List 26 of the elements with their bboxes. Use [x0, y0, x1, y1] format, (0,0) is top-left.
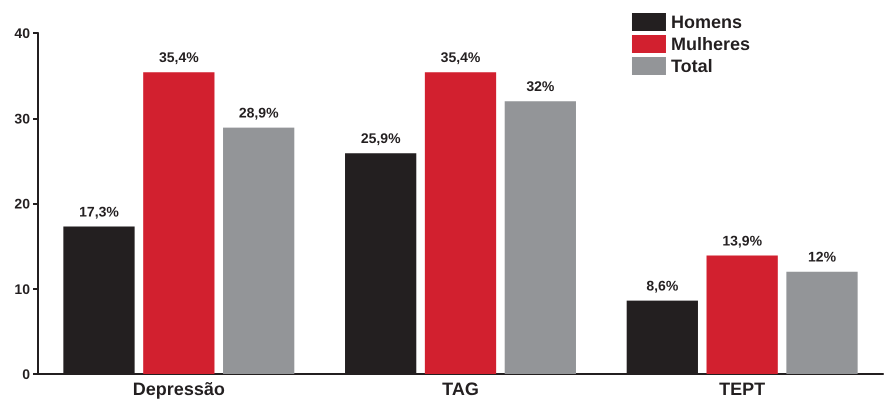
y-tick-label: 40 [14, 25, 30, 41]
data-label: 35,4% [440, 49, 481, 66]
legend-label: Mulheres [670, 34, 750, 54]
x-tick-label: TEPT [719, 379, 766, 399]
data-label: 17,3% [79, 204, 120, 220]
y-tick-label: 0 [22, 366, 30, 382]
data-label: 35,4% [158, 49, 200, 66]
data-label: 32% [526, 78, 555, 94]
bar [786, 272, 858, 374]
y-tick-label: 10 [14, 280, 30, 297]
bar [424, 72, 496, 374]
legend-label: Total [670, 56, 713, 76]
bar [143, 72, 214, 374]
x-tick-label: Depressão [132, 379, 225, 399]
y-tick-label: 30 [14, 110, 30, 126]
legend-label: Homens [670, 12, 742, 32]
x-tick-label: TAG [442, 379, 479, 399]
bar [706, 256, 778, 374]
bar [504, 101, 576, 374]
bar [223, 128, 294, 374]
data-label: 8,6% [646, 278, 679, 294]
data-label: 25,9% [360, 130, 402, 146]
data-label: 12% [808, 248, 837, 265]
y-tick-label: 20 [14, 196, 30, 212]
data-label: 13,9% [722, 232, 763, 249]
data-label: 28,9% [238, 104, 280, 121]
